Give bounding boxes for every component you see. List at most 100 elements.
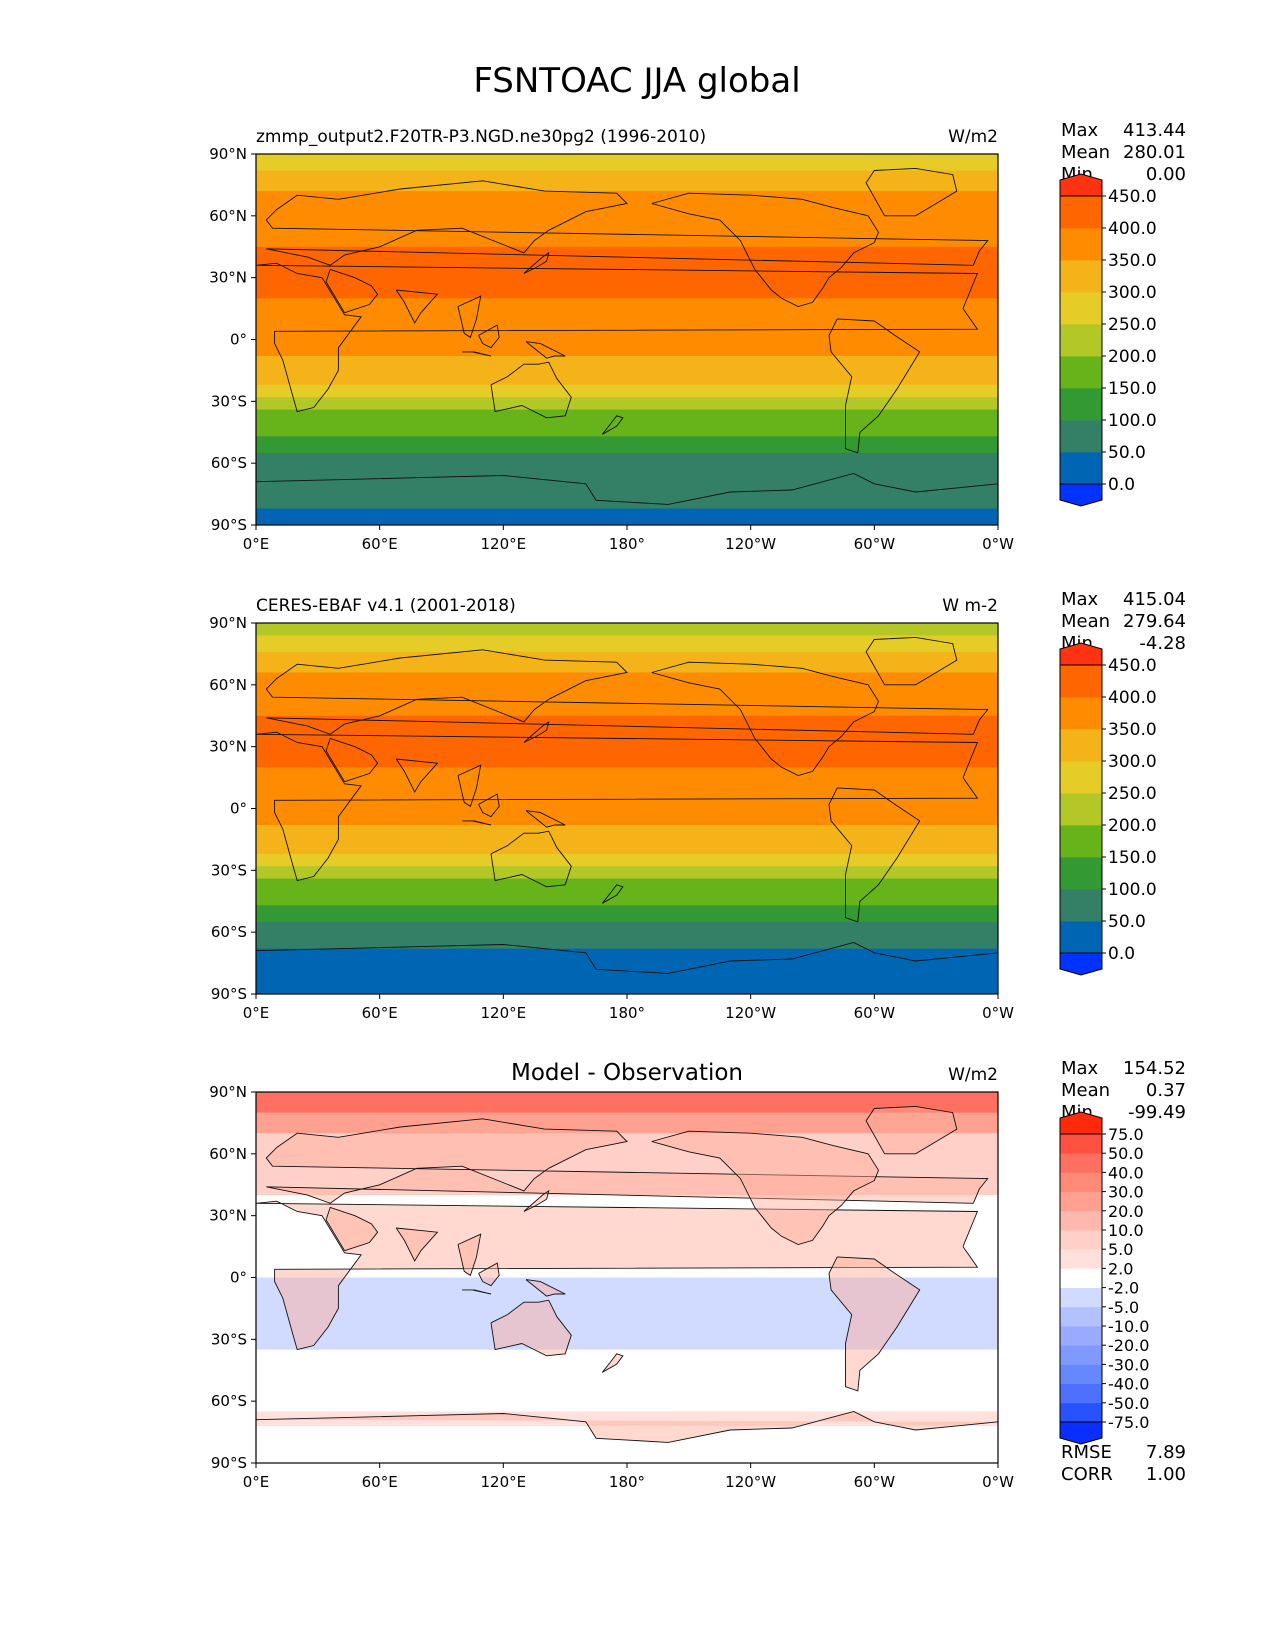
stat-label: Max <box>1061 589 1099 610</box>
colorbar-tick-label: 10.0 <box>1108 1221 1144 1240</box>
heatmap-band <box>256 154 998 171</box>
heatmap-bands <box>256 154 998 526</box>
heatmap-band <box>256 825 998 840</box>
colorbar-segment <box>1060 324 1102 356</box>
lat-label: 90°S <box>211 985 247 1003</box>
lat-label: 0° <box>230 331 247 349</box>
colorbar-extend-min <box>1060 953 1102 975</box>
colorbar-tick-label: 450.0 <box>1108 187 1157 207</box>
colorbar-segment <box>1060 228 1102 260</box>
difference-panel: Model - Observation W/m2 90°N 60°N 30°N 0° 3… <box>209 1058 1186 1491</box>
colorbar-segment <box>1060 260 1102 292</box>
heatmap-band <box>256 370 998 385</box>
colorbar-segment <box>1060 1192 1102 1212</box>
heatmap-band <box>256 891 998 906</box>
lon-label: 120°E <box>481 1004 527 1022</box>
colorbar-tick-label: 0.0 <box>1108 475 1135 495</box>
colorbar-tick-label: 100.0 <box>1108 411 1157 431</box>
heatmap-band <box>256 635 998 652</box>
stat-value: 415.04 <box>1123 589 1186 610</box>
heatmap-band <box>256 436 998 453</box>
heatmap-band <box>256 453 998 509</box>
lon-label: 120°E <box>481 535 527 553</box>
heatmap-band <box>256 652 998 673</box>
figure: FSNTOAC JJA global zmmp_output2.F20TR-P3… <box>0 0 1275 1650</box>
colorbar-tick-label: -40.0 <box>1108 1375 1149 1394</box>
model-panel: zmmp_output2.F20TR-P3.NGD.ne30pg2 (1996-… <box>209 120 1186 553</box>
colorbar-tick-label: 100.0 <box>1108 880 1157 900</box>
colorbar-tick-label: -10.0 <box>1108 1317 1149 1336</box>
lat-label: 30°S <box>211 1330 247 1348</box>
lon-label: 0°W <box>982 1473 1014 1491</box>
colorbar-tick-label: -20.0 <box>1108 1336 1149 1355</box>
stat-value: -99.49 <box>1128 1102 1186 1123</box>
colorbar-tick-label: 450.0 <box>1108 656 1157 676</box>
lat-label: 60°S <box>211 923 247 941</box>
heatmap-band <box>256 385 998 398</box>
lon-label: 0°E <box>243 1473 270 1491</box>
colorbar: 0.050.0100.0150.0200.0250.0300.0350.0400… <box>1060 643 1157 975</box>
lon-label: 120°W <box>725 1473 776 1491</box>
lat-label: 30°S <box>211 392 247 410</box>
heatmap-band <box>256 922 998 949</box>
heatmap-band <box>256 1350 998 1412</box>
colorbar-segment <box>1060 697 1102 729</box>
colorbar-tick-label: 5.0 <box>1108 1240 1133 1259</box>
colorbar-tick-label: 250.0 <box>1108 784 1157 804</box>
colorbar-tick-label: 50.0 <box>1108 443 1146 463</box>
heatmap-band <box>256 422 998 437</box>
lon-label: 0°W <box>982 535 1014 553</box>
colorbar-segment <box>1060 857 1102 889</box>
stat-label: Mean <box>1061 142 1110 163</box>
colorbar-tick-label: 200.0 <box>1108 816 1157 836</box>
colorbar-segment <box>1060 452 1102 484</box>
colorbar-segment <box>1060 1172 1102 1192</box>
colorbar-segment <box>1060 1288 1102 1308</box>
units-label: W/m2 <box>948 1065 998 1085</box>
colorbar-segment <box>1060 1249 1102 1269</box>
colorbar-segment <box>1060 1307 1102 1327</box>
lat-label: 30°N <box>209 269 247 287</box>
lon-label: 60°E <box>362 1004 398 1022</box>
colorbar-segment <box>1060 1403 1102 1423</box>
colorbar-segment <box>1060 196 1102 228</box>
colorbar-segment <box>1060 292 1102 324</box>
colorbar-segment <box>1060 1326 1102 1346</box>
colorbar-tick-label: 350.0 <box>1108 251 1157 271</box>
extra-stat-label: CORR <box>1061 1464 1113 1485</box>
stat-label: Mean <box>1061 611 1110 632</box>
heatmap-band <box>256 693 998 716</box>
stat-value: -4.28 <box>1139 633 1186 654</box>
heatmap-band <box>256 879 998 892</box>
lat-label: 60°S <box>211 1392 247 1410</box>
colorbar-tick-label: -50.0 <box>1108 1394 1149 1413</box>
heatmap-band <box>256 839 998 854</box>
lon-label: 60°W <box>854 1004 896 1022</box>
lon-label: 180° <box>609 535 645 553</box>
stat-value: 413.44 <box>1123 120 1186 141</box>
colorbar-segment <box>1060 1230 1102 1250</box>
stat-label: Mean <box>1061 1080 1110 1101</box>
colorbar-tick-label: -30.0 <box>1108 1355 1149 1374</box>
colorbar-tick-label: 150.0 <box>1108 379 1157 399</box>
colorbar-segment <box>1060 1211 1102 1231</box>
stat-value: 0.37 <box>1146 1080 1186 1101</box>
lat-label: 60°N <box>209 207 247 225</box>
lon-label: 60°E <box>362 535 398 553</box>
colorbar-segment <box>1060 1345 1102 1365</box>
lat-label: 30°N <box>209 1207 247 1225</box>
heatmap-band <box>256 672 998 693</box>
lon-label: 60°W <box>854 1473 896 1491</box>
panel-title: zmmp_output2.F20TR-P3.NGD.ne30pg2 (1996-… <box>256 127 706 147</box>
colorbar-tick-label: -2.0 <box>1108 1279 1139 1298</box>
colorbar-tick-label: 50.0 <box>1108 1144 1144 1163</box>
lat-label: 0° <box>230 800 247 818</box>
colorbar-tick-label: 400.0 <box>1108 219 1157 239</box>
stat-value: 280.01 <box>1123 142 1186 163</box>
colorbar-segment <box>1060 921 1102 953</box>
colorbar-segment <box>1060 825 1102 857</box>
lon-label: 60°W <box>854 535 896 553</box>
lat-label: 60°N <box>209 1145 247 1163</box>
lon-label: 0°W <box>982 1004 1014 1022</box>
colorbar-tick-label: -5.0 <box>1108 1298 1139 1317</box>
